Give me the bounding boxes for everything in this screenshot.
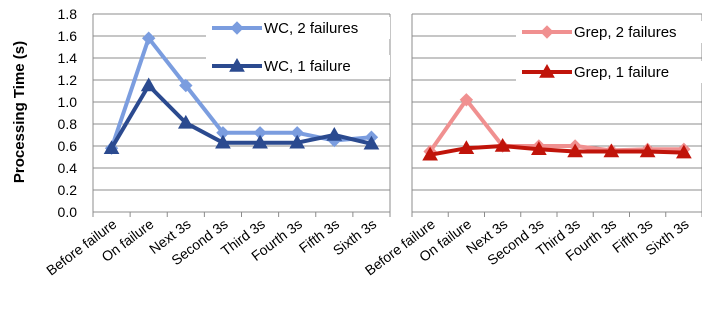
data-point: [567, 143, 583, 158]
series-line: [109, 83, 372, 150]
legend-marker: [229, 57, 245, 72]
data-point: [676, 144, 692, 159]
data-point: [531, 141, 547, 156]
data-point: [326, 126, 343, 141]
legend-entry: WC, 1 failure: [206, 55, 390, 77]
data-point: [458, 140, 475, 154]
series-2: [103, 77, 380, 154]
legend-background: [206, 17, 390, 39]
legend-marker: [540, 25, 554, 39]
data-point: [140, 77, 157, 92]
y-tick-label: 1.0: [58, 94, 78, 110]
data-point: [252, 134, 268, 149]
y-tick-label: 0.6: [58, 138, 78, 154]
legend-marker: [539, 63, 555, 78]
y-tick-label: 0.4: [58, 160, 78, 176]
series-2: [422, 137, 692, 161]
legend-label: WC, 2 failures: [264, 20, 358, 37]
legend-label: Grep, 2 failures: [574, 24, 677, 41]
series-line: [429, 144, 684, 157]
y-tick-label: 1.6: [58, 28, 78, 44]
data-point: [289, 134, 306, 149]
legend-background: [516, 21, 702, 43]
legend-label: WC, 1 failure: [264, 58, 351, 75]
data-point: [179, 78, 193, 93]
data-point: [603, 143, 620, 158]
data-point: [459, 93, 474, 107]
data-point: [363, 135, 380, 150]
y-tick-label: 0.0: [58, 204, 78, 220]
data-point: [177, 114, 194, 129]
y-tick-label: 0.2: [58, 182, 78, 198]
y-tick-label: 0.8: [58, 116, 78, 132]
data-point: [422, 146, 438, 161]
y-axis-title: Processing Time (s): [11, 41, 28, 183]
y-tick-label: 1.4: [58, 50, 78, 66]
chart-panels: 0.0 0.2 0.4 0.6 0.8 1.0 1.2 1.4 1.6 1.8 Before fai…: [43, 6, 702, 279]
legend-background: [516, 61, 702, 83]
legend-background: [206, 55, 390, 77]
legend-entry: Grep, 2 failures: [516, 21, 702, 43]
legend-entry: Grep, 1 failure: [516, 61, 702, 83]
y-tick-label: 1.2: [58, 72, 78, 88]
y-tick-label: 1.8: [58, 6, 78, 22]
legend-entry: WC, 2 failures: [206, 17, 390, 39]
legend-marker: [230, 21, 244, 35]
data-point: [494, 137, 511, 152]
data-point: [639, 143, 656, 158]
legend-label: Grep, 1 failure: [574, 64, 669, 81]
data-point: [215, 134, 231, 149]
data-point: [141, 31, 156, 45]
data-point: [103, 140, 120, 154]
